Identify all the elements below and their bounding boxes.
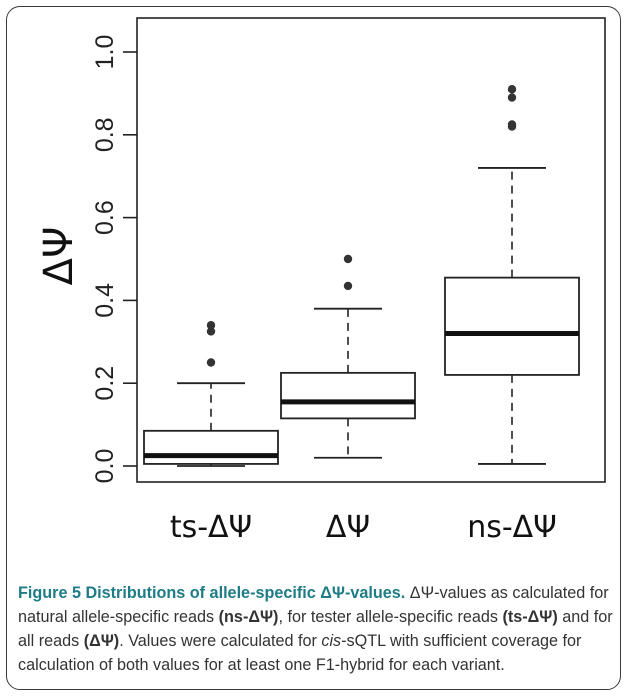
caption-text-4: . Values were calculated for	[119, 632, 322, 650]
caption-italic-cis: cis	[321, 632, 342, 650]
outlier-point	[507, 120, 517, 129]
outlier-point	[343, 254, 353, 264]
caption-text-2: , for tester allele-specific reads	[278, 608, 503, 626]
y-tick-label: 0.0	[91, 449, 119, 484]
x-category-label: ts-ΔΨ	[170, 510, 252, 545]
plot-border	[136, 17, 606, 483]
outlier-point	[507, 93, 517, 102]
y-tick-label: 0.6	[91, 200, 119, 235]
caption-bold-ns: (ns-ΔΨ)	[218, 608, 279, 626]
outlier-point	[206, 327, 216, 336]
outlier-point	[343, 281, 353, 291]
figure-title: Distributions of allele-specific ΔΨ-valu…	[85, 584, 406, 602]
caption-text-1: ΔΨ-values as calculated for natural alle…	[18, 584, 609, 626]
caption-text-3: and for all reads	[18, 608, 613, 650]
y-tick-label: 0.4	[91, 283, 119, 318]
y-tick-label: 0.2	[91, 366, 119, 401]
y-axis-label: ΔΨ	[36, 227, 82, 286]
figure-label: Figure 5	[18, 584, 81, 602]
y-tick-label: 0.8	[91, 117, 119, 152]
x-category-label: ns-ΔΨ	[467, 510, 557, 545]
y-tick-label: 1.0	[91, 35, 119, 70]
box	[143, 429, 279, 465]
box	[280, 371, 416, 420]
chart-axes	[123, 17, 606, 483]
caption-bold-ts: (ts-ΔΨ)	[502, 608, 558, 626]
x-category-label: ΔΨ	[326, 510, 370, 545]
caption-text-5: -sQTL with sufficient coverage for calcu…	[18, 632, 582, 674]
outlier-point	[206, 358, 216, 367]
boxplot-chart: 0.0 0.2 0.4 0.6 0.8 1.0 ΔΨ ts-ΔΨ ΔΨ ns-ΔΨ	[36, 17, 606, 545]
chart-labels: 0.0 0.2 0.4 0.6 0.8 1.0 ΔΨ ts-ΔΨ ΔΨ ns-ΔΨ	[36, 35, 557, 545]
caption-bold-all: (ΔΨ)	[83, 632, 120, 650]
box	[444, 276, 580, 376]
outlier-point	[507, 85, 517, 94]
outlier-point	[206, 321, 216, 330]
chart-boxes	[143, 85, 580, 467]
figure-caption: Figure 5 Distributions of allele-specifi…	[18, 581, 618, 677]
